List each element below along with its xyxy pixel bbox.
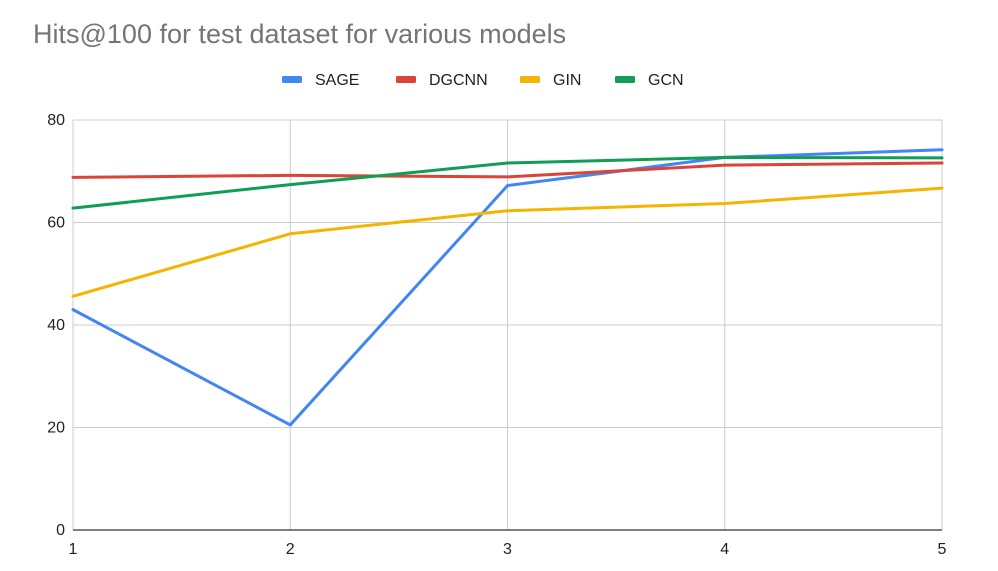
x-axis: 1 2 3 4 5 xyxy=(69,541,947,558)
y-tick-label: 40 xyxy=(47,317,65,334)
y-tick-label: 60 xyxy=(47,215,65,232)
series-line-sage xyxy=(71,148,944,427)
chart-title: Hits@100 for test dataset for various mo… xyxy=(33,19,566,49)
legend-label: GCN xyxy=(648,72,684,89)
legend-swatch xyxy=(282,76,302,83)
legend-item-sage: SAGE xyxy=(282,72,359,89)
x-tick-label: 5 xyxy=(938,541,947,558)
series-group xyxy=(71,148,944,427)
series-line-dgcnn xyxy=(71,161,944,179)
legend-swatch xyxy=(615,76,635,83)
y-tick-label: 80 xyxy=(47,112,65,129)
y-axis: 0 20 40 60 80 xyxy=(47,112,65,539)
legend-label: SAGE xyxy=(315,72,359,89)
series-line-gin xyxy=(71,186,944,298)
legend-item-gin: GIN xyxy=(520,72,581,89)
legend: SAGE DGCNN GIN GCN xyxy=(282,72,684,89)
legend-label: GIN xyxy=(553,72,581,89)
grid xyxy=(72,119,943,531)
x-tick-label: 4 xyxy=(720,541,729,558)
x-tick-label: 1 xyxy=(69,541,78,558)
legend-item-dgcnn: DGCNN xyxy=(396,72,488,89)
legend-swatch xyxy=(396,76,416,83)
legend-label: DGCNN xyxy=(429,72,488,89)
legend-item-gcn: GCN xyxy=(615,72,684,89)
x-tick-label: 3 xyxy=(503,541,512,558)
legend-swatch xyxy=(520,76,540,83)
y-tick-label: 20 xyxy=(47,420,65,437)
y-tick-label: 0 xyxy=(56,522,65,539)
series-line-gcn xyxy=(71,155,944,210)
x-tick-label: 2 xyxy=(286,541,295,558)
